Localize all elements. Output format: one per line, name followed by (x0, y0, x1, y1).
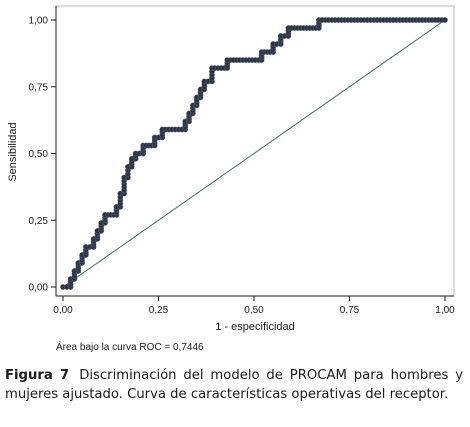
x-tick-label: 0,75 (340, 305, 360, 316)
plot-frame (55, 5, 455, 297)
y-tick-label: 1,00 (29, 16, 49, 27)
auc-annotation: Área bajo la curva ROC = 0,7446 (56, 340, 204, 353)
x-tick-label: 0,50 (244, 305, 264, 316)
x-tick-label: 0,00 (53, 305, 73, 316)
y-tick-label: 0,75 (29, 82, 49, 93)
x-tick-label: 0,25 (149, 305, 169, 316)
axis-ticks: 0,00 0,25 0,50 0,75 1,00 0,00 0,25 0,50 0,75 1,00 (29, 16, 456, 317)
figure-caption-text: Discriminación del modelo de PROCAM para… (5, 368, 464, 402)
reference-diagonal-line (62, 19, 446, 288)
roc-chart: 0,00 0,25 0,50 0,75 1,00 0,00 0,25 0,50 0,75 1,00… (7, 5, 456, 353)
y-axis-title: Sensibilidad (7, 122, 19, 181)
figure-caption: Figura 7 Discriminación del modelo de PRO… (5, 366, 463, 404)
roc-curve-point (442, 17, 448, 23)
y-tick-label: 0,50 (29, 149, 49, 160)
y-tick-label: 0,25 (29, 216, 49, 227)
x-tick-label: 1,00 (435, 305, 455, 316)
y-tick-label: 0,00 (29, 283, 49, 294)
series-layer (60, 17, 448, 290)
x-axis-title: 1 - especificidad (215, 321, 295, 333)
figure-label: Figura 7 (5, 368, 70, 383)
